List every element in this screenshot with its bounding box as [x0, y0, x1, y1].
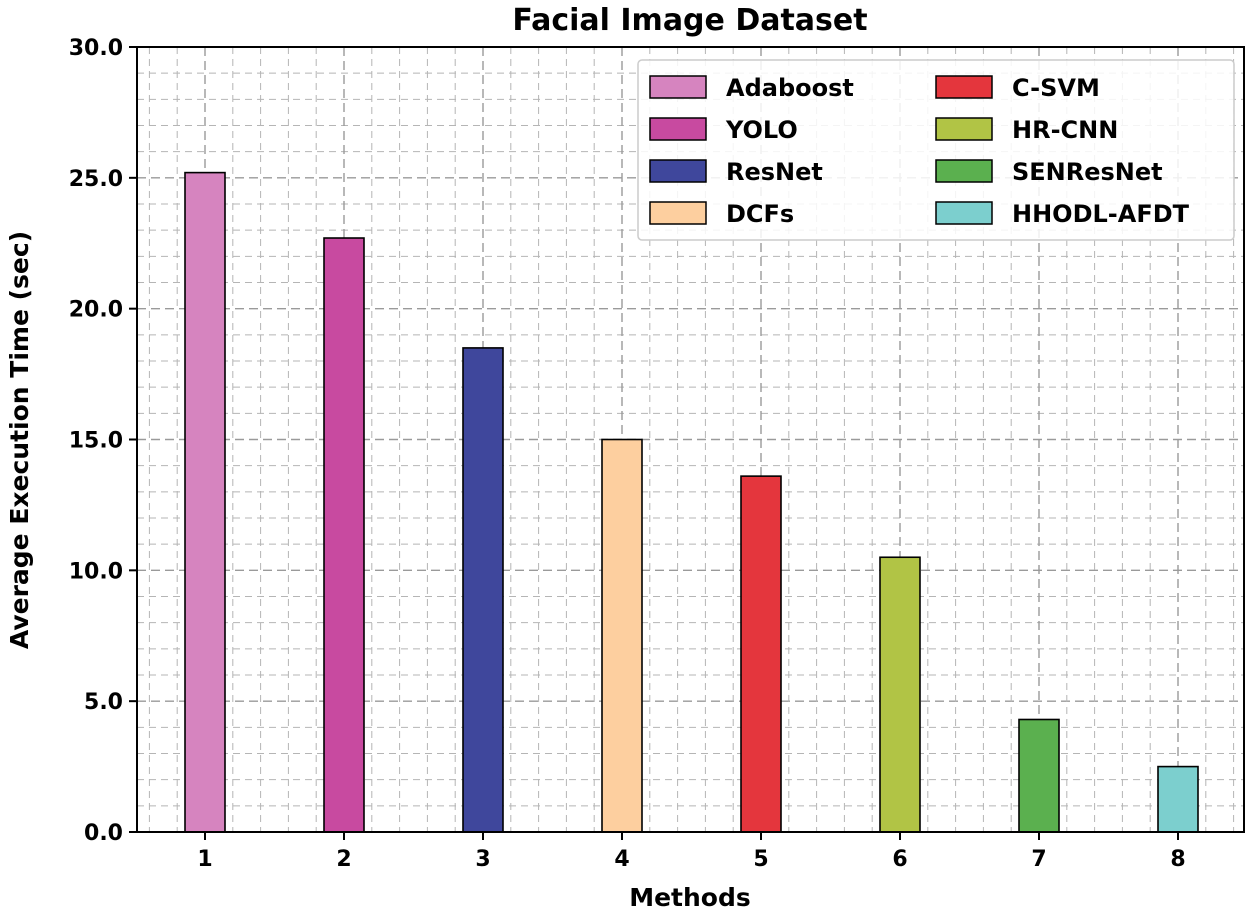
bar-yolo: [323, 237, 365, 833]
y-tick-label: 25.0: [69, 167, 123, 192]
x-tick-label: 3: [475, 847, 490, 872]
bar-dcfs: [601, 438, 643, 833]
x-tick-label: 8: [1170, 847, 1185, 872]
x-axis-label: Methods: [629, 883, 751, 912]
legend-swatch: [649, 75, 707, 99]
legend-entry: YOLO: [725, 116, 798, 144]
bar-adaboost: [184, 171, 226, 833]
x-tick-label: 6: [892, 847, 907, 872]
legend-swatch: [935, 201, 993, 225]
legend-swatch: [935, 75, 993, 99]
x-tick-label: 4: [614, 847, 629, 872]
legend-swatch: [935, 117, 993, 141]
legend: Adaboost YOLO ResNet DCFs C-SVM HR-CNN SENResN…: [637, 59, 1235, 241]
legend-swatch: [649, 117, 707, 141]
bar-c-svm: [740, 475, 782, 833]
bars: [184, 171, 1199, 833]
x-tick-label: 7: [1031, 847, 1046, 872]
bar-hhodl-afdt: [1157, 765, 1199, 833]
y-tick-label: 5.0: [84, 690, 123, 715]
bar-resnet: [462, 347, 504, 833]
x-tick-label: 1: [197, 847, 212, 872]
y-tick-label: 20.0: [69, 298, 123, 323]
legend-box: [637, 59, 1235, 241]
legend-swatch: [935, 159, 993, 183]
legend-entry: Adaboost: [726, 74, 854, 102]
y-axis-label: Average Execution Time (sec): [5, 231, 34, 649]
legend-swatch: [649, 159, 707, 183]
legend-entry: HR-CNN: [1012, 116, 1118, 144]
grid: [137, 47, 1244, 832]
legend-entry: DCFs: [726, 200, 794, 228]
x-tick-label: 2: [336, 847, 351, 872]
legend-entry: SENResNet: [1012, 158, 1163, 186]
legend-entry: ResNet: [726, 158, 823, 186]
y-tick-label: 0.0: [84, 821, 123, 846]
bar-senresnet: [1018, 718, 1060, 833]
x-tick-label: 5: [753, 847, 768, 872]
chart-title: Facial Image Dataset: [512, 3, 867, 38]
legend-entry: HHODL-AFDT: [1012, 200, 1190, 228]
y-tick-label: 10.0: [69, 559, 123, 584]
bar-hr-cnn: [879, 556, 921, 833]
legend-entry: C-SVM: [1012, 74, 1100, 102]
x-ticks: 1 2 3 4 5 6 7 8: [197, 832, 1186, 872]
legend-swatch: [649, 201, 707, 225]
y-tick-label: 30.0: [69, 36, 123, 61]
y-tick-label: 15.0: [69, 429, 123, 454]
y-ticks: 0.0 5.0 10.0 15.0 20.0 25.0 30.0: [69, 36, 137, 846]
